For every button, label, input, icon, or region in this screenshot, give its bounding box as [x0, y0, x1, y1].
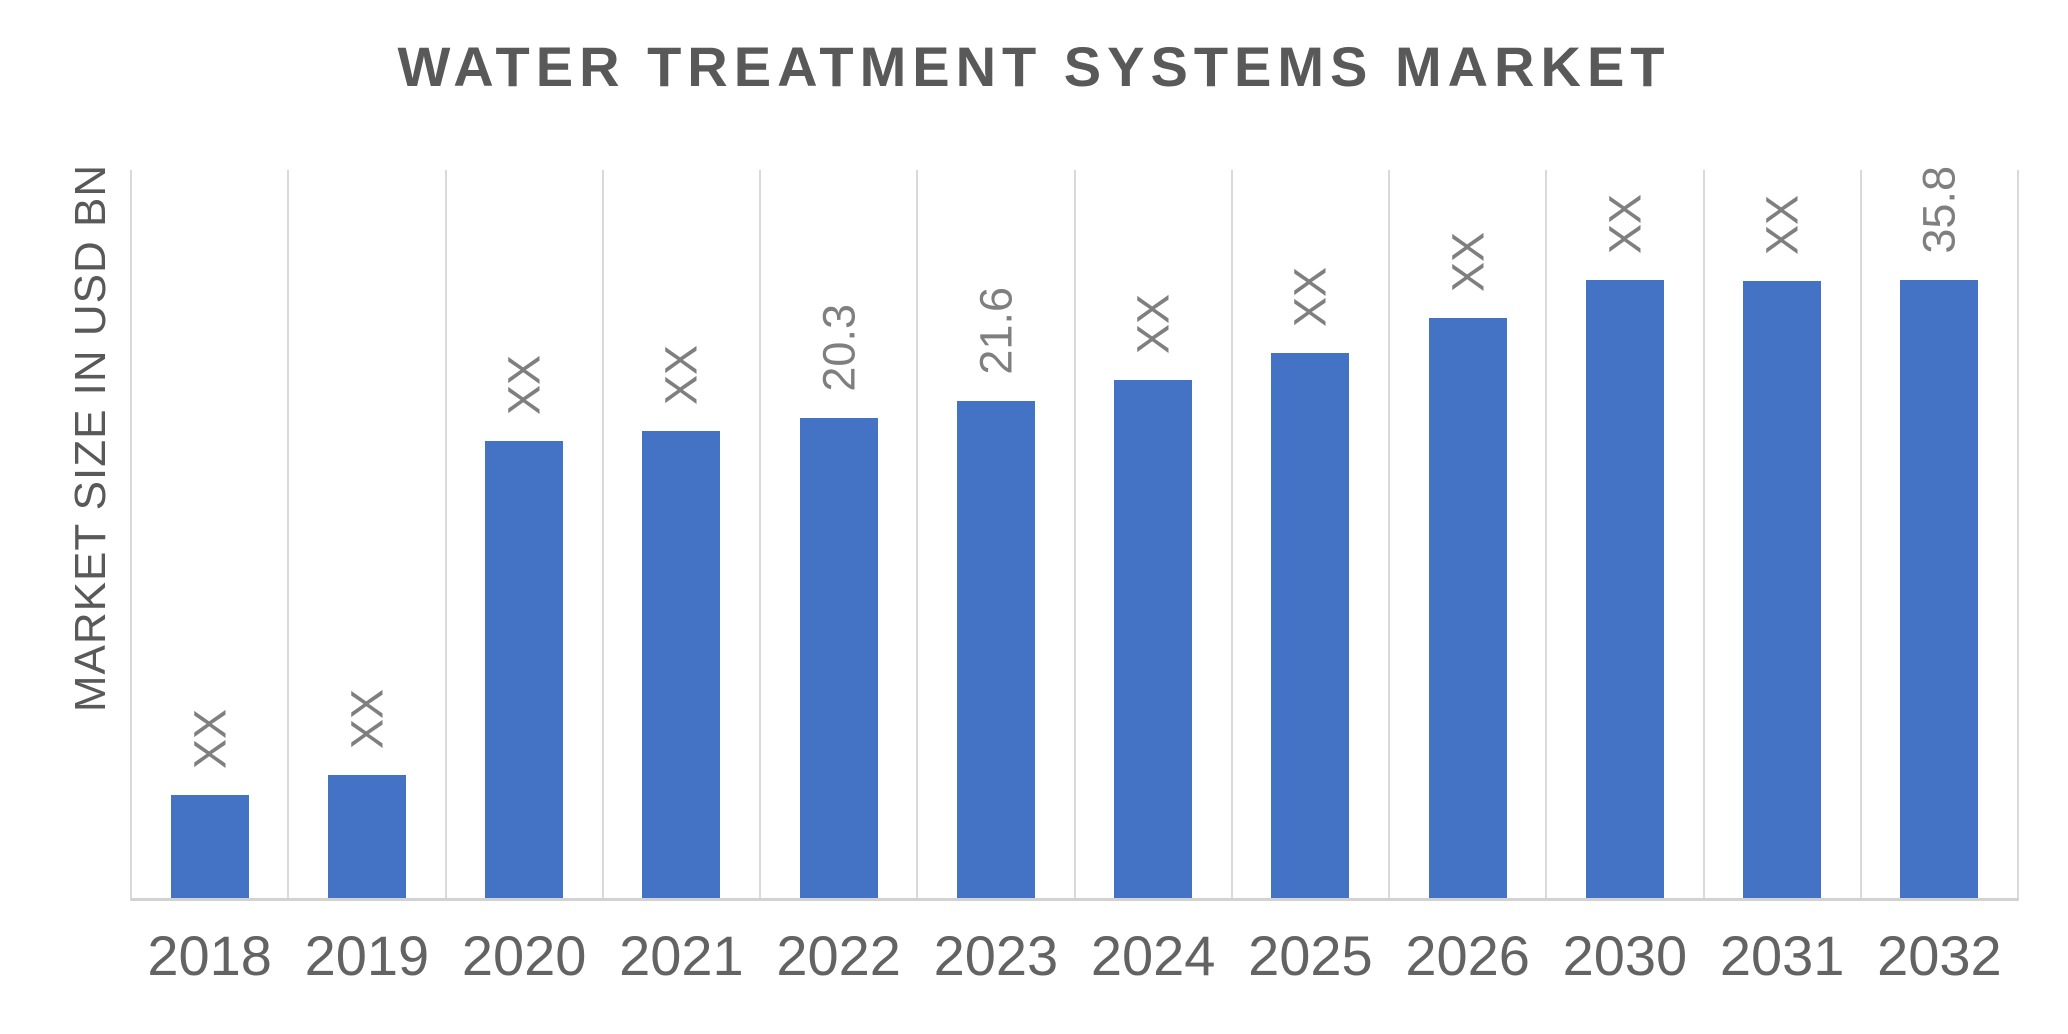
- bar-2030: [1585, 280, 1664, 899]
- gridline-9: [1545, 170, 1548, 901]
- gridline-4: [759, 170, 761, 901]
- bar-value-label-2019: XX: [341, 688, 393, 749]
- bar-2031: [1743, 281, 1822, 899]
- gridline-2: [444, 170, 447, 901]
- bar-value-label-2031: XX: [1756, 194, 1808, 255]
- x-tick-2024: 2024: [1090, 924, 1216, 987]
- gridline-3: [601, 170, 604, 901]
- bar-2022: [799, 418, 878, 899]
- gridline-11: [1859, 170, 1862, 901]
- x-tick-2021: 2021: [619, 924, 744, 987]
- x-tick-2019: 2019: [304, 924, 430, 987]
- gridline-0: [130, 170, 132, 901]
- bar-value-label-2030: XX: [1599, 193, 1651, 254]
- gridline-6: [1073, 170, 1076, 901]
- x-tick-2025: 2025: [1248, 924, 1373, 987]
- chart-title: WATER TREATMENT SYSTEMS MARKET: [397, 35, 1671, 98]
- x-tick-2023: 2023: [933, 924, 1059, 987]
- x-tick-2018: 2018: [147, 924, 272, 987]
- bar-value-label-2021: XX: [655, 344, 707, 405]
- x-tick-2031: 2031: [1719, 924, 1845, 987]
- gridline-1: [287, 170, 290, 901]
- bar-2023: [956, 401, 1035, 899]
- x-tick-2030: 2030: [1562, 924, 1688, 987]
- bar-value-label-2018: XX: [184, 708, 236, 769]
- x-axis-line: [131, 898, 2018, 901]
- gridline-12: [2017, 170, 2019, 901]
- gridline-7: [1230, 170, 1233, 901]
- bar-value-label-2025: XX: [1284, 266, 1336, 327]
- x-tick-2020: 2020: [461, 924, 587, 987]
- bar-value-label-2022: 20.3: [813, 304, 865, 392]
- bar-value-label-2020: XX: [498, 354, 550, 415]
- bar-2018: [170, 795, 249, 899]
- y-axis-title: MARKET SIZE IN USD BN: [66, 163, 115, 713]
- bar-value-label-2032: 35.8: [1913, 166, 1965, 254]
- bar-2020: [485, 441, 564, 899]
- bar-2032: [1900, 280, 1979, 899]
- x-tick-2026: 2026: [1405, 924, 1530, 987]
- bar-value-label-2023: 21.6: [970, 287, 1022, 375]
- bar-value-label-2026: XX: [1442, 231, 1494, 292]
- bar-2019: [327, 775, 406, 899]
- bar-2024: [1114, 380, 1193, 899]
- bar-2021: [642, 431, 721, 899]
- x-tick-2022: 2022: [776, 924, 901, 987]
- plot-area: XX XX XX XX 20.3 21.6 XX XX XX XX XX 35.8: [130, 166, 2019, 901]
- bar-2025: [1271, 353, 1350, 899]
- gridline-10: [1702, 170, 1705, 901]
- bar-2026: [1428, 318, 1507, 899]
- gridline-8: [1388, 170, 1390, 901]
- bar-value-label-2024: XX: [1127, 293, 1179, 354]
- x-tick-2032: 2032: [1877, 924, 2002, 987]
- gridline-5: [916, 170, 919, 901]
